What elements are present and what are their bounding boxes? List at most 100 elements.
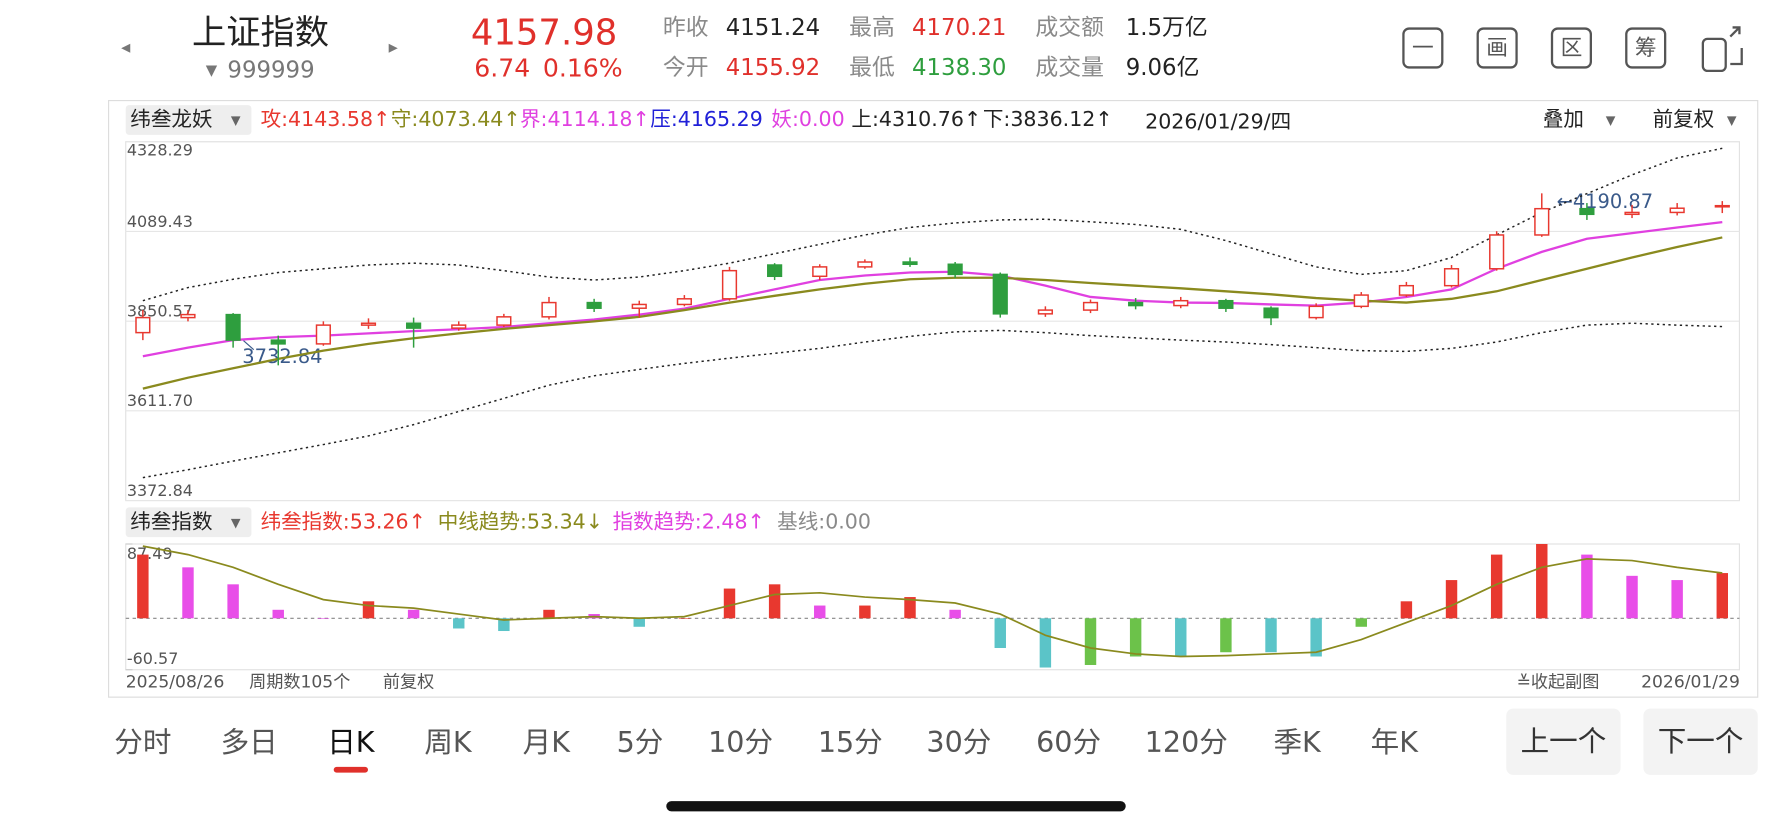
caret: ▼	[1606, 113, 1616, 128]
oscillator-name[interactable]: 纬叁指数	[130, 509, 212, 533]
candle-body	[180, 313, 196, 319]
next-label[interactable]: 下一个	[1658, 724, 1744, 758]
candle-body	[857, 261, 873, 268]
tab[interactable]: 日K	[327, 725, 376, 759]
candle-body	[721, 269, 738, 300]
candle-body	[631, 303, 647, 309]
candle-body	[1624, 211, 1640, 216]
tab-underline	[333, 766, 368, 773]
tab[interactable]: 5分	[617, 725, 664, 759]
indicator-box[interactable]	[125, 507, 252, 538]
adjust-note: 前复权	[383, 672, 434, 692]
indicator-name[interactable]: 纬叁龙妖	[130, 107, 212, 131]
candle-body	[947, 263, 963, 276]
candle-body	[767, 264, 783, 278]
overlay[interactable]: 叠加	[1543, 107, 1584, 131]
y-tick-label: 3372.84	[127, 481, 193, 500]
candle-body	[541, 301, 557, 318]
annotation-pointer	[243, 340, 255, 351]
tab[interactable]: 多日	[221, 725, 278, 759]
index-code: 999999	[227, 57, 314, 83]
legend-item: 上:4310.76↑	[851, 107, 981, 131]
tab[interactable]: 15分	[818, 725, 883, 759]
candle-body	[451, 324, 467, 329]
oscillator-bar	[633, 618, 645, 627]
change: 6.74	[474, 54, 530, 83]
legend-item: 攻:4143.58↑	[261, 107, 391, 131]
oscillator-bar	[1175, 618, 1187, 657]
tool-label: 一	[1412, 36, 1434, 61]
oscillator-bar	[407, 609, 420, 619]
stat-label: 昨收	[663, 15, 709, 41]
oscillator-bar	[678, 618, 691, 619]
candle-body	[1353, 294, 1369, 308]
price: 4157.98	[471, 12, 617, 53]
toolbar	[1402, 26, 1743, 72]
candle-body	[315, 324, 331, 345]
oscillator-bar	[1671, 580, 1683, 619]
candle-body	[1308, 305, 1324, 319]
legend-item: 界:4114.18↑	[520, 107, 650, 131]
tool-button[interactable]	[1402, 27, 1444, 69]
indicator-line	[142, 236, 1723, 390]
legend-item: 妖:0.00	[771, 107, 844, 131]
prev-button[interactable]	[1506, 708, 1621, 775]
indicator-box[interactable]	[125, 105, 252, 135]
candle-body	[270, 339, 286, 345]
candle-body	[1263, 307, 1279, 319]
oscillator-bar	[1310, 618, 1322, 657]
prev-label[interactable]: 上一个	[1521, 724, 1607, 758]
oscillator-bar	[543, 609, 555, 619]
candle-body	[1669, 207, 1685, 214]
tab[interactable]: 120分	[1145, 725, 1228, 759]
oscillator-bar	[1220, 618, 1232, 653]
oscillator-bar	[182, 567, 194, 619]
next-button[interactable]	[1643, 708, 1758, 775]
stat-value: 4155.92	[726, 55, 820, 81]
tab[interactable]: 季K	[1273, 725, 1322, 759]
date: 2026/01/29/四	[1145, 109, 1291, 133]
legend-item: 中线趋势:53.34↓	[438, 509, 603, 533]
y-tick-label: 4328.29	[127, 140, 193, 159]
oscillator-bar	[137, 554, 149, 619]
y-tick-label: 4089.43	[127, 212, 193, 231]
oscillator-bar	[1490, 554, 1503, 619]
phone-icon[interactable]	[1701, 37, 1727, 72]
adjust[interactable]: 前复权	[1653, 107, 1715, 131]
oscillator-bar	[1581, 554, 1593, 619]
tab[interactable]: 年K	[1371, 725, 1420, 759]
candle-body	[1082, 301, 1099, 311]
tool-button[interactable]	[1550, 27, 1592, 69]
tab[interactable]: 60分	[1036, 725, 1101, 759]
change-pct: 0.16%	[543, 54, 623, 83]
tab[interactable]: 月K	[523, 725, 572, 759]
collapse[interactable]: ≚收起副图	[1517, 672, 1600, 692]
next-arrow[interactable]: ▸	[389, 37, 399, 58]
candle-body	[360, 322, 377, 326]
prev-arrow[interactable]: ◂	[121, 37, 131, 58]
candle-body	[1714, 204, 1730, 208]
caret: ▼	[1727, 113, 1737, 128]
oscillator-bar	[362, 601, 375, 619]
tab[interactable]: 分时	[114, 725, 171, 759]
legend-item: 基线:0.00	[777, 509, 871, 533]
home-indicator	[666, 801, 1126, 812]
tool-button[interactable]	[1476, 27, 1518, 69]
tool-button[interactable]	[1625, 27, 1667, 69]
oscillator-bar	[317, 618, 330, 619]
candle-body	[1489, 234, 1505, 270]
tab[interactable]: 10分	[708, 725, 773, 759]
candle-body	[1218, 299, 1234, 309]
tab[interactable]: 30分	[926, 725, 991, 759]
candle-body	[225, 313, 241, 341]
candle-body	[1173, 299, 1189, 307]
y-tick-label: -60.57	[127, 649, 179, 668]
oscillator-bar	[1129, 618, 1142, 657]
oscillator-bar	[994, 618, 1006, 649]
caret: ▼	[231, 113, 241, 128]
legend-item: 下:3836.12↑	[983, 107, 1113, 131]
candle-body	[496, 316, 512, 326]
tab[interactable]: 周K	[424, 725, 473, 759]
legend-item: 守:4073.44↑	[391, 107, 521, 131]
